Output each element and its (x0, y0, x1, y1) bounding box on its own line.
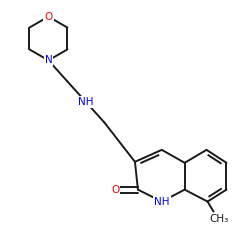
Text: O: O (111, 185, 119, 195)
Text: N: N (44, 55, 52, 65)
Text: O: O (44, 12, 52, 22)
Text: CH₃: CH₃ (210, 214, 229, 224)
Text: NH: NH (154, 196, 170, 206)
Text: NH: NH (78, 97, 94, 107)
